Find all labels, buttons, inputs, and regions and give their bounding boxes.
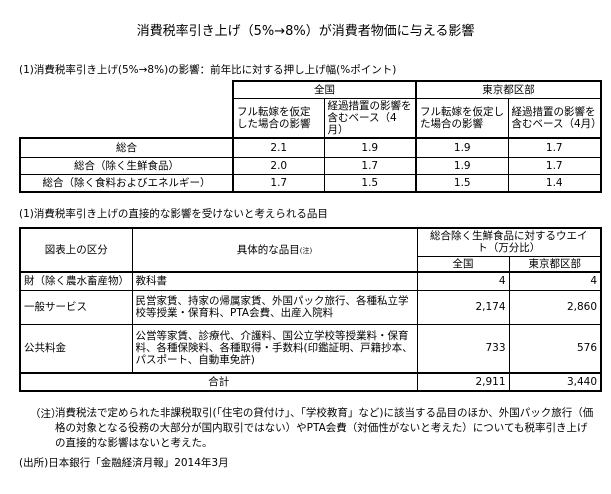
cell: 1.4 bbox=[507, 173, 602, 193]
cell: 1.9 bbox=[323, 137, 417, 158]
total-label: 合計 bbox=[19, 372, 418, 392]
cell: 2.1 bbox=[232, 137, 325, 158]
subheader: 経過措置の影響を含むベース（4月） bbox=[323, 97, 417, 139]
row-label: 総合 bbox=[19, 137, 234, 158]
table-row: 総合（除く生鮮食品） 2.0 1.7 1.9 1.7 bbox=[19, 156, 602, 175]
cell: 2.0 bbox=[232, 156, 325, 175]
cell: 2,174 bbox=[416, 289, 510, 325]
cell: 2,860 bbox=[508, 289, 602, 325]
cell: 1.5 bbox=[415, 173, 509, 193]
category-cell: 財（除く農水畜産物） bbox=[19, 271, 133, 291]
category-cell: 公共料金 bbox=[19, 323, 133, 374]
table-row: 総合（除く食料およびエネルギー） 1.7 1.5 1.5 1.4 bbox=[19, 173, 602, 193]
group-header-national: 全国 bbox=[232, 80, 417, 99]
group-header-tokyo: 東京都区部 bbox=[415, 80, 602, 99]
subheader-national: 全国 bbox=[416, 255, 510, 273]
table-row: 一般サービス 民営家賃、持家の帰属家賃、外国パック旅行、各種私立学校等授業・保育… bbox=[19, 289, 602, 325]
header-items-note: (注) bbox=[299, 246, 313, 255]
items-cell: 民営家賃、持家の帰属家賃、外国パック旅行、各種私立学校等授業・保育料、PTA会費… bbox=[131, 289, 418, 325]
total-row: 合計 2,911 3,440 bbox=[19, 372, 602, 392]
header-category: 図表上の区分 bbox=[19, 227, 133, 273]
total-tokyo: 3,440 bbox=[508, 372, 602, 392]
note-marker: （注） bbox=[30, 408, 62, 420]
cell: 1.9 bbox=[415, 156, 509, 175]
header-items: 具体的な品目(注) bbox=[131, 227, 418, 273]
header-weight: 総合除く生鮮食品に対するウエイト（万分比） bbox=[416, 227, 602, 257]
cell: 4 bbox=[508, 271, 602, 291]
cell: 1.7 bbox=[507, 156, 602, 175]
cell: 1.7 bbox=[507, 137, 602, 158]
table-row: 財（除く農水畜産物） 教科書 4 4 bbox=[19, 271, 602, 291]
total-national: 2,911 bbox=[416, 372, 510, 392]
cell: 4 bbox=[416, 271, 510, 291]
category-cell: 一般サービス bbox=[19, 289, 133, 325]
exempt-items-table: 図表上の区分 具体的な品目(注) 総合除く生鮮食品に対するウエイト（万分比） 全… bbox=[19, 227, 602, 392]
section2-heading: (1)消費税率引き上げの直接的な影響を受けないと考えられる品目 bbox=[19, 208, 328, 220]
cell: 1.7 bbox=[323, 156, 417, 175]
page-title: 消費税率引き上げ（5%→8%）が消費者物価に与える影響 bbox=[136, 24, 475, 39]
impact-table: 全国 東京都区部 フル転嫁を仮定した場合の影響 経過措置の影響を含むベース（4月… bbox=[19, 80, 602, 193]
subheader-tokyo: 東京都区部 bbox=[508, 255, 602, 273]
table-row: 総合 2.1 1.9 1.9 1.7 bbox=[19, 137, 602, 158]
items-cell: 公営等家賃、診療代、介護料、国公立学校等授業料・保育料、各種保険料、各種取得・手… bbox=[131, 323, 418, 374]
table-row: 公共料金 公営等家賃、診療代、介護料、国公立学校等授業料・保育料、各種保険料、各… bbox=[19, 323, 602, 374]
source-citation: (出所)日本銀行「金融経済月報」2014年3月 bbox=[19, 457, 229, 469]
cell: 1.5 bbox=[323, 173, 417, 193]
header-items-label: 具体的な品目 bbox=[236, 243, 300, 256]
row-label: 総合（除く食料およびエネルギー） bbox=[19, 173, 234, 193]
subheader: 経過措置の影響を含むベース（4月） bbox=[507, 97, 602, 139]
row-label: 総合（除く生鮮食品） bbox=[19, 156, 234, 175]
section1-heading: (1)消費税率引き上げ(5%→8%)の影響：前年比に対する押し上げ幅(%ポイント… bbox=[19, 64, 397, 76]
subheader: フル転嫁を仮定した場合の影響 bbox=[415, 97, 509, 139]
empty-corner bbox=[20, 81, 233, 139]
cell: 733 bbox=[416, 323, 510, 374]
cell: 576 bbox=[508, 323, 602, 374]
items-cell: 教科書 bbox=[131, 271, 418, 291]
cell: 1.9 bbox=[415, 137, 509, 158]
cell: 1.7 bbox=[232, 173, 325, 193]
subheader: フル転嫁を仮定した場合の影響 bbox=[232, 97, 325, 139]
note-text: 消費税法で定められた非課税取引(「住宅の貸付け」、「学校教育」など)に該当する品… bbox=[55, 407, 594, 449]
